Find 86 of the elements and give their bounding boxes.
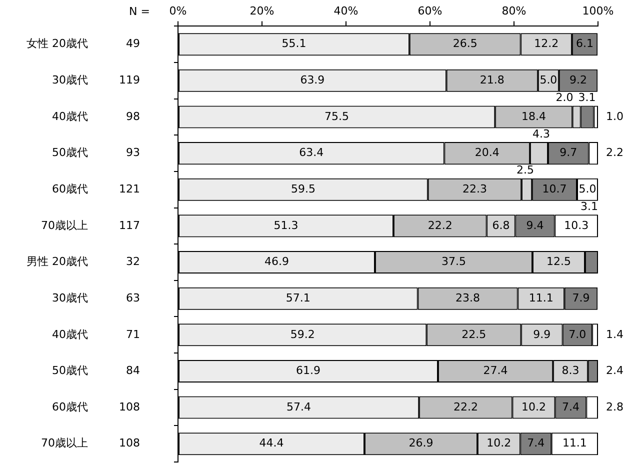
text: 71 [126,328,140,341]
y-tick-label: 30歳代 [52,74,88,87]
data-label: 11.1 [528,291,554,304]
y-tick-label: 60歳代 [52,400,88,414]
data-label: 2.5 [516,164,534,177]
x-tick-label: 40% [334,4,358,18]
text: 119 [119,74,140,87]
data-label: 63.9 [300,74,325,87]
data-label: 57.1 [286,291,310,304]
data-label: 10.7 [542,182,567,196]
annotation: 3.1 [580,200,598,214]
data-label: 55.1 [282,37,306,50]
y-tick-label: 50歳代 [52,364,88,378]
text: 121 [119,182,140,196]
data-label: 7.0 [568,328,586,341]
y-tick-label: 30歳代 [52,291,88,304]
data-label: 22.3 [462,182,487,196]
data-label: 44.4 [259,436,284,450]
data-label: 9.7 [560,146,578,160]
data-label: 21.8 [480,74,504,87]
data-label: 6.8 [492,218,510,232]
data-label: 22.2 [453,400,478,414]
text: 98 [126,110,140,123]
y-tick-label: 70歳以上 [41,436,88,450]
text: 84 [126,364,140,378]
text: 63 [126,291,140,304]
text: 32 [126,255,140,268]
data-label: 4.3 [532,127,550,140]
data-label: 1.4 [606,328,624,341]
data-label: 75.5 [324,110,350,123]
data-label: 26.5 [452,37,478,50]
data-label: 2.8 [606,400,624,414]
data-label: 5.0 [578,182,596,196]
y-tick-label: 40歳代 [52,328,88,341]
data-label: 8.3 [562,364,580,378]
data-label: 6.1 [576,37,594,50]
data-label: 26.9 [408,436,434,450]
data-label: 2.0 [556,91,574,104]
data-label: 2.4 [606,364,624,378]
data-label: 59.2 [290,328,315,341]
text: 49 [126,37,140,50]
data-label: 3.1 [578,91,596,104]
data-label: 46.9 [264,255,289,268]
data-label: 22.2 [428,218,452,232]
text: 108 [119,400,140,414]
text: 117 [119,218,140,232]
text: 108 [119,436,140,450]
data-label: 12.2 [534,37,559,50]
data-label: 63.4 [299,146,324,160]
data-label: 61.9 [296,364,320,378]
data-label: 10.2 [521,400,546,414]
x-tick-label: 80% [502,4,526,18]
data-label: 27.4 [483,364,508,378]
data-label: 18.4 [521,110,546,123]
data-label: 9.9 [533,328,551,341]
data-label: 7.4 [562,400,580,414]
data-label: 57.4 [286,400,312,414]
data-label: 23.8 [456,291,480,304]
data-label: 2.2 [606,146,624,160]
y-tick-label: 50歳代 [52,146,88,160]
data-label: 9.2 [570,74,588,87]
data-label: 22.5 [462,328,486,341]
data-label: 20.4 [474,146,500,160]
x-tick-label: 0% [169,4,187,18]
data-label: 12.5 [546,255,571,268]
data-label: 11.1 [562,436,587,450]
x-tick-label: 60% [418,4,442,18]
data-label: 9.4 [526,218,544,232]
data-label: 7.4 [527,436,545,450]
text: N = [129,4,150,18]
text: 93 [126,146,140,160]
y-tick-label: 女性 20歳代 [26,37,88,50]
x-tick-label: 100% [582,4,614,18]
data-label: 5.0 [540,74,558,87]
y-tick-label: 70歳以上 [41,218,88,232]
data-label: 10.2 [486,436,512,450]
y-tick-label: 40歳代 [52,110,88,123]
data-label: 7.9 [572,291,590,304]
data-label: 51.3 [274,218,298,232]
data-label: 37.5 [441,255,466,268]
y-tick-label: 男性 20歳代 [26,255,88,268]
x-tick-label: 20% [250,4,274,18]
y-tick-label: 60歳代 [52,182,88,196]
data-label: 59.5 [290,182,316,196]
data-label: 1.0 [606,110,624,123]
data-label: 10.3 [564,218,589,232]
